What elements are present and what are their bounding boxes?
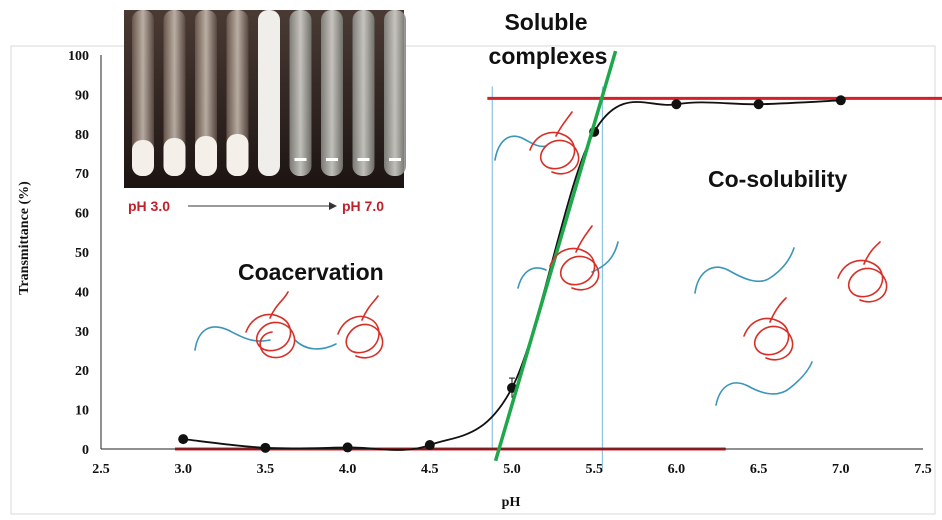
tube-sediment [132,140,154,176]
y-tick-label: 100 [68,49,89,64]
inset-label-start: pH 3.0 [128,198,170,214]
tube-body [132,10,154,176]
y-tick-label: 10 [75,404,89,419]
blue-chain [694,247,795,294]
co-solubility-label: Co-solubility [708,166,847,192]
plot-frame [10,45,936,515]
red-protein-coil [743,297,794,361]
coacervation-label: Coacervation [238,259,384,285]
tube-body [352,10,375,176]
x-tick-label: 4.0 [339,462,357,477]
test-tube [258,10,280,176]
tube-meniscus [326,158,338,161]
data-point [753,99,764,110]
blue-chain [294,339,337,350]
blue-chain [194,326,271,351]
x-tick-label: 2.5 [92,462,110,477]
y-tick-label: 70 [75,167,89,182]
test-tube [352,10,375,176]
data-point [260,442,271,453]
test-tube [195,10,217,176]
test-tube [289,10,312,176]
y-tick-label: 0 [82,443,89,458]
red-protein-coil [337,295,384,359]
data-point [671,99,682,110]
blue-chain [591,241,619,273]
data-point [178,434,189,445]
tube-meniscus [294,158,307,161]
soluble-complexes-label-line1: Soluble [504,9,587,35]
red-protein-coil [837,241,888,303]
test-tube [132,10,154,176]
tube-meniscus [389,158,401,161]
tube-body [195,10,217,176]
x-tick-label: 7.0 [832,462,850,477]
x-tick-label: 5.5 [585,462,603,477]
y-tick-label: 80 [75,128,89,143]
red-protein-coil [245,291,296,359]
blue-chain [715,361,813,406]
tube-sediment [226,134,249,176]
test-tube [163,10,186,176]
tube-body [163,10,186,176]
x-tick-label: 3.0 [174,462,192,477]
tube-meniscus [357,158,370,161]
soluble-complexes-label-line2: complexes [489,43,608,69]
y-tick-label: 30 [75,325,89,340]
x-tick-label: 4.5 [421,462,439,477]
tube-body [289,10,312,176]
blue-chain [494,135,547,161]
x-tick-label: 3.5 [257,462,275,477]
x-axis-label: pH [502,495,521,510]
y-tick-labels: 0 10 20 30 40 50 60 70 80 90 100 [68,49,89,458]
data-point [342,442,353,453]
x-tick-label: 5.0 [503,462,521,477]
tube-body [258,10,280,176]
inset-label-end: pH 7.0 [342,198,384,214]
test-tube [321,10,343,176]
test-tubes [132,10,406,176]
ph-arrow-head [329,202,337,210]
x-tick-label: 6.0 [668,462,686,477]
x-tick-label: 6.5 [750,462,768,477]
region-labels: Coacervation Soluble complexes Co-solubi… [238,9,847,285]
tube-body [321,10,343,176]
red-protein-coil [549,225,600,291]
y-tick-label: 40 [75,285,89,300]
y-tick-label: 60 [75,207,89,222]
tube-sediment [163,138,186,176]
tube-body [384,10,406,176]
blue-chain [517,267,547,289]
axes: 0 10 20 30 40 50 60 70 80 90 100 2.5 3.0 3.5 4.0 4.5 5.… [17,49,932,510]
data-points [178,95,846,453]
data-point [835,95,846,106]
y-tick-label: 50 [75,246,89,261]
x-tick-label: 7.5 [914,462,932,477]
red-protein-coil [529,111,580,175]
y-tick-label: 90 [75,88,89,103]
tube-sediment [195,136,217,176]
test-tube [226,10,249,176]
y-tick-label: 20 [75,364,89,379]
x-tick-labels: 2.5 3.0 3.5 4.0 4.5 5.0 5.5 6.0 6.5 7.0 7.5 [92,462,932,477]
chain-illustrations [194,111,888,406]
inset-panel: pH 3.0 pH 7.0 [124,10,406,230]
tube-body [226,10,249,176]
y-axis-label: Transmittance (%) [17,181,32,295]
test-tube [384,10,406,176]
data-point [424,440,435,451]
